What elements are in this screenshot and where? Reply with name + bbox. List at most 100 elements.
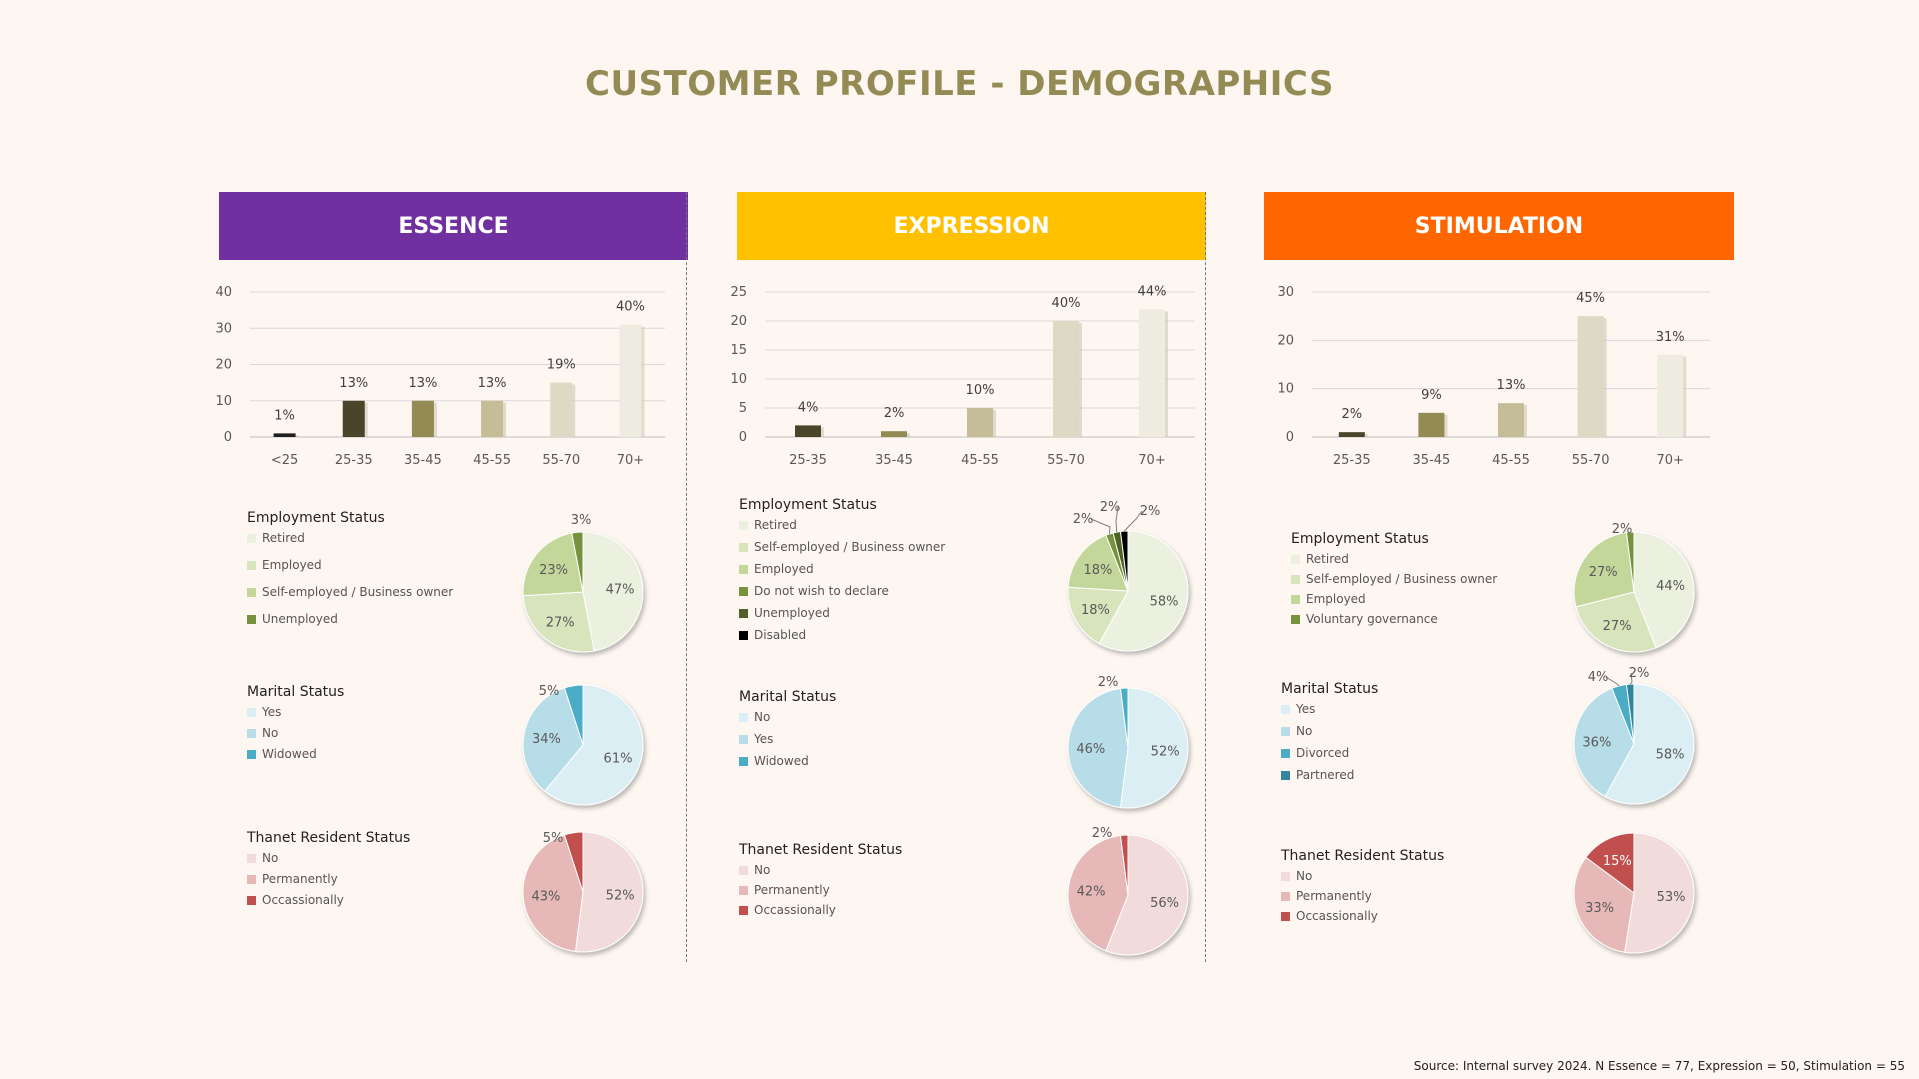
legend-item: Permanently [1281, 890, 1444, 902]
legend-item: Yes [1281, 703, 1378, 715]
legend-label: Divorced [1296, 746, 1350, 760]
data-label: 19% [547, 358, 576, 373]
legend-swatch [739, 520, 748, 530]
data-label: 31% [1656, 330, 1685, 345]
legend-swatch [1281, 770, 1290, 780]
bar [967, 408, 993, 437]
legend-item: Self-employed / Business owner [739, 541, 945, 553]
pie-data-label: 2% [1629, 666, 1650, 681]
legend-swatch [1281, 911, 1290, 921]
legend-item: Occassionally [247, 894, 410, 906]
legend-label: Widowed [754, 754, 809, 768]
pie-slice [1573, 531, 1635, 608]
legend-label: Employed [262, 558, 322, 572]
pie-chart-stimulation-resident: 53% 33% 15% [1573, 832, 1695, 954]
legend-swatch [739, 756, 748, 766]
y-tick-label: 30 [215, 321, 232, 336]
pie-slices [1573, 832, 1695, 954]
data-label: 44% [1138, 284, 1167, 299]
legend-expression-resident: Thanet Resident Status No Permanently Oc… [739, 842, 902, 916]
legend-swatch [1281, 726, 1290, 736]
legend-expression-marital: Marital Status No Yes Widowed [739, 689, 836, 767]
leader-line [1090, 518, 1111, 534]
legend-title: Employment Status [247, 510, 385, 526]
legend-swatch [739, 630, 748, 640]
pie-data-label: 18% [1081, 603, 1110, 618]
pie-data-label: 34% [532, 732, 561, 747]
pie-data-label: 27% [546, 615, 575, 630]
legend-swatch [739, 865, 748, 875]
pie-chart-stimulation-employment: 44% 27% 27% 2% [1573, 522, 1695, 653]
data-label: 13% [339, 376, 368, 391]
legend-label: Yes [1296, 702, 1316, 716]
x-tick-label: 25-35 [789, 453, 827, 468]
x-tick-label: 55-70 [1572, 453, 1610, 468]
pie-data-label: 44% [1656, 579, 1685, 594]
y-tick-label: 10 [215, 394, 232, 409]
legend-swatch [1291, 574, 1300, 584]
legend-stimulation-marital: Marital Status Yes No Divorced Partnered [1281, 681, 1378, 781]
segment-header-expression: EXPRESSION [737, 192, 1206, 260]
pie-chart-essence-resident: 52% 43% 5% [522, 831, 644, 953]
bar [411, 400, 434, 437]
legend-label: Employed [754, 562, 814, 576]
legend-item: Yes [739, 733, 836, 745]
pie-slice [1624, 832, 1695, 954]
legend-swatch [247, 587, 256, 597]
legend-swatch [247, 853, 256, 863]
pie-slices [522, 531, 644, 653]
pie-slice [1119, 687, 1189, 809]
bar [273, 433, 296, 437]
pie-slice [1633, 531, 1695, 649]
pie-slice [574, 831, 644, 953]
legend-item: Unemployed [247, 613, 453, 625]
x-tick-label: 70+ [617, 453, 644, 468]
legend-swatch [739, 885, 748, 895]
legend-label: Permanently [1296, 889, 1372, 903]
pie-data-label: 3% [571, 513, 592, 528]
pie-data-label: 58% [1150, 594, 1179, 609]
legend-item: Partnered [1281, 769, 1378, 781]
legend-label: Do not wish to declare [754, 584, 889, 598]
legend-item: Widowed [247, 748, 344, 760]
legend-swatch [739, 564, 748, 574]
legend-label: Employed [1306, 592, 1366, 606]
legend-item: Self-employed / Business owner [247, 586, 453, 598]
pie-slice [1067, 534, 1129, 592]
pie-data-label: 56% [1150, 896, 1179, 911]
pie-slice [1067, 687, 1129, 809]
legend-title: Marital Status [247, 684, 345, 700]
legend-item: No [739, 711, 836, 723]
pie-slice [563, 831, 584, 893]
y-tick-label: 20 [215, 358, 232, 373]
page-title: CUSTOMER PROFILE - DEMOGRAPHICS [585, 64, 1334, 104]
legend-title: Thanet Resident Status [247, 830, 411, 846]
pie-slice [522, 532, 584, 597]
bar [1657, 354, 1684, 437]
legend-item: Divorced [1281, 747, 1378, 759]
legend-item: Voluntary governance [1291, 613, 1497, 625]
pie-data-label: 47% [606, 582, 635, 597]
legend-label: Voluntary governance [1306, 612, 1438, 626]
x-tick-label: 25-35 [335, 453, 373, 468]
segment-header-label: EXPRESSION [893, 213, 1050, 239]
pie-slices [522, 684, 644, 806]
legend-essence-employment: Employment Status Retired Employed Self-… [247, 510, 453, 625]
y-tick-label: 15 [730, 343, 747, 358]
legend-item: Do not wish to declare [739, 585, 945, 597]
legend-swatch [247, 614, 256, 624]
column-divider [686, 192, 687, 962]
pie-data-label: 58% [1656, 747, 1685, 762]
pie-data-label: 27% [1603, 619, 1632, 634]
pie-data-label: 4% [1588, 670, 1609, 685]
legend-item: No [1281, 725, 1378, 737]
source-note: Source: Internal survey 2024. N Essence … [1413, 1059, 1905, 1073]
y-tick-label: 40 [215, 285, 232, 300]
legend-label: Widowed [262, 747, 317, 761]
legend-swatch [739, 905, 748, 915]
data-label: 10% [966, 383, 995, 398]
legend-swatch [1281, 871, 1290, 881]
x-tick-label: 35-45 [875, 453, 913, 468]
leader-line [1115, 506, 1119, 533]
x-tick-label: 25-35 [1333, 453, 1371, 468]
